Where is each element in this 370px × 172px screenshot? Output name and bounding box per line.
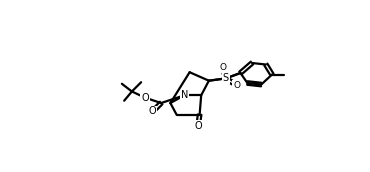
Text: O: O [194,121,202,131]
Text: S: S [223,73,229,83]
Text: N: N [181,90,188,100]
Text: O: O [149,106,157,116]
Text: O: O [233,81,240,90]
Text: O: O [141,93,149,103]
Text: O: O [219,63,226,72]
